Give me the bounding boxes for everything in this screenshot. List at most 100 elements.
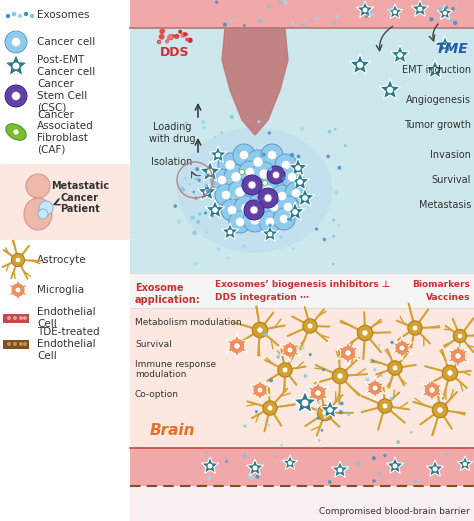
Circle shape [192, 191, 195, 193]
Circle shape [250, 215, 260, 225]
Polygon shape [201, 457, 219, 473]
FancyBboxPatch shape [130, 308, 474, 448]
Circle shape [174, 34, 179, 39]
FancyBboxPatch shape [130, 28, 474, 273]
Polygon shape [262, 225, 279, 241]
Circle shape [282, 177, 286, 181]
Polygon shape [349, 54, 371, 74]
Circle shape [239, 151, 249, 159]
Circle shape [410, 431, 413, 433]
Circle shape [207, 463, 213, 469]
Circle shape [197, 179, 201, 182]
Circle shape [227, 229, 233, 235]
Circle shape [297, 155, 301, 158]
Polygon shape [206, 200, 225, 218]
Circle shape [231, 196, 235, 200]
Circle shape [303, 319, 317, 333]
Circle shape [318, 439, 320, 442]
Circle shape [247, 474, 252, 479]
Circle shape [257, 387, 263, 393]
Circle shape [274, 454, 277, 457]
Circle shape [278, 363, 292, 377]
Circle shape [15, 257, 21, 263]
Circle shape [317, 416, 320, 420]
Circle shape [268, 224, 272, 227]
Circle shape [337, 166, 341, 170]
Circle shape [334, 128, 337, 131]
Circle shape [429, 387, 435, 393]
Circle shape [221, 190, 231, 200]
Circle shape [195, 178, 198, 180]
Polygon shape [447, 343, 469, 369]
Circle shape [392, 365, 398, 371]
Circle shape [333, 21, 337, 24]
Circle shape [194, 196, 198, 200]
Polygon shape [285, 202, 304, 220]
Circle shape [205, 451, 208, 454]
Circle shape [315, 390, 321, 396]
Circle shape [320, 429, 323, 432]
Circle shape [192, 231, 197, 235]
Circle shape [390, 396, 393, 400]
Circle shape [11, 92, 20, 101]
Circle shape [161, 29, 165, 33]
Circle shape [228, 179, 232, 182]
Circle shape [255, 410, 258, 413]
Circle shape [213, 136, 216, 139]
Circle shape [373, 368, 377, 371]
Circle shape [442, 365, 458, 381]
Circle shape [225, 160, 235, 170]
Circle shape [316, 409, 319, 412]
Circle shape [282, 168, 286, 172]
Polygon shape [226, 333, 248, 359]
Circle shape [267, 169, 289, 191]
Circle shape [259, 211, 281, 233]
Circle shape [283, 1, 288, 5]
Polygon shape [457, 456, 473, 470]
Circle shape [185, 121, 188, 125]
Circle shape [228, 205, 237, 215]
Circle shape [178, 30, 182, 34]
Polygon shape [438, 5, 453, 19]
Circle shape [218, 176, 227, 184]
Circle shape [244, 200, 264, 220]
Text: Exosomes’ biogenesis inhibitors ⊥: Exosomes’ biogenesis inhibitors ⊥ [215, 280, 390, 289]
Circle shape [292, 247, 295, 250]
Text: Biomarkers: Biomarkers [412, 280, 470, 289]
Circle shape [300, 127, 304, 131]
Text: Invasion: Invasion [430, 150, 471, 160]
Circle shape [267, 5, 271, 8]
Polygon shape [293, 391, 317, 413]
Circle shape [191, 216, 195, 220]
Circle shape [252, 162, 276, 186]
Circle shape [408, 321, 422, 335]
Text: Co-option: Co-option [135, 390, 179, 399]
Circle shape [322, 410, 328, 416]
Circle shape [348, 350, 351, 353]
Polygon shape [291, 172, 310, 190]
Circle shape [368, 381, 382, 394]
Circle shape [198, 212, 201, 216]
FancyBboxPatch shape [0, 0, 130, 521]
Circle shape [356, 61, 364, 69]
Circle shape [180, 187, 184, 191]
Circle shape [445, 452, 448, 456]
Circle shape [205, 182, 208, 184]
Ellipse shape [256, 177, 274, 189]
Circle shape [311, 386, 325, 400]
Circle shape [11, 38, 21, 46]
Circle shape [159, 29, 164, 34]
Circle shape [262, 153, 266, 156]
Circle shape [267, 405, 273, 411]
Polygon shape [392, 336, 412, 360]
Circle shape [236, 149, 240, 153]
Ellipse shape [24, 198, 52, 230]
Circle shape [437, 407, 443, 413]
Polygon shape [427, 460, 444, 476]
Circle shape [277, 196, 299, 218]
Polygon shape [289, 158, 308, 176]
Circle shape [246, 150, 270, 174]
Circle shape [254, 383, 266, 396]
Circle shape [165, 39, 169, 43]
Circle shape [381, 375, 383, 377]
